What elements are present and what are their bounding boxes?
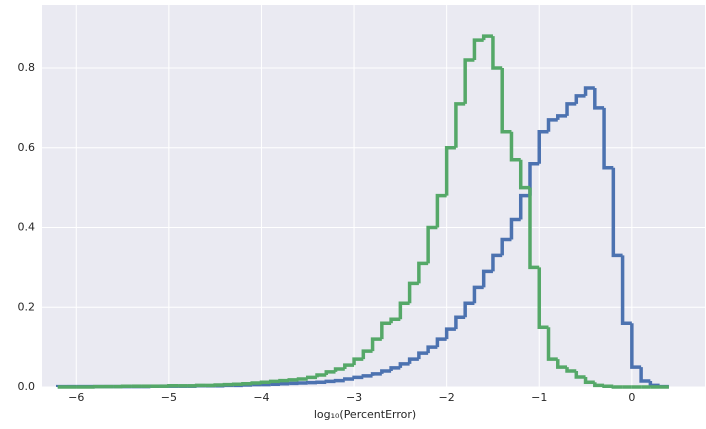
x-axis-label: log₁₀(PercentError) [314,408,416,421]
histogram-step [481,269,493,288]
histogram-step [259,380,271,384]
plot-area [42,5,705,387]
histogram-step [333,367,345,372]
histogram-step [518,193,530,220]
x-tick-label: −1 [531,391,547,404]
histogram-step [509,217,521,240]
histogram-step [296,377,308,381]
histogram-step [574,94,586,104]
y-tick-label: 0.6 [18,141,36,154]
histogram-step [593,87,605,110]
histogram-step [268,379,280,384]
histogram-step [324,370,336,376]
histogram-step [546,118,558,132]
histogram-step [444,146,456,196]
histogram-step [611,167,623,258]
y-tick-label: 0.8 [18,61,36,74]
x-tick-label: −3 [346,391,362,404]
histogram-step [287,378,299,382]
histogram-step [407,281,419,304]
histogram-step [556,114,568,120]
histogram-step [370,337,382,352]
y-tick-label: 0.2 [18,300,36,313]
histogram-step [343,377,355,381]
histogram-step [556,359,568,369]
histogram-step [565,102,577,116]
histogram-step [426,345,438,354]
histogram-step [278,378,290,383]
histogram-step [500,68,512,134]
histogram-step [454,102,466,148]
histogram-step [417,351,429,360]
histogram-step [398,362,410,368]
histogram-step [620,255,632,325]
histogram-step [565,367,577,373]
histogram-step [361,374,373,378]
histogram-step [528,161,540,196]
histogram-step [389,366,401,372]
histogram-step [472,38,484,61]
y-tick-label: 0.4 [18,221,36,234]
y-tick-label: 0.0 [18,380,36,393]
histogram-step [435,337,447,348]
histogram-step [250,381,262,385]
x-tick-label: −2 [439,391,455,404]
x-tick-label: −5 [161,391,177,404]
histogram-step [398,301,410,320]
histogram-step [472,285,484,304]
histogram-step [426,225,438,264]
histogram-step [593,382,605,388]
histogram-step [352,375,364,380]
histogram-step [454,315,466,330]
histogram-step [370,372,382,376]
histogram-step [306,375,318,380]
histogram-step [611,385,623,389]
histogram-step [333,378,345,383]
histogram-step [407,357,419,364]
histogram-step [583,377,595,384]
histogram-step [389,317,401,324]
histogram-step [574,371,586,379]
histogram-step [444,327,456,340]
histogram-step [537,130,549,164]
histogram-step [630,323,642,369]
histogram-step [602,384,614,388]
histogram-step [343,363,355,370]
histogram-step [417,261,429,284]
histogram-step [463,301,475,318]
histogram-step [546,327,558,361]
histogram-step [352,357,364,366]
histogram-step [380,369,392,374]
x-tick-label: 0 [628,391,635,404]
histogram-step [583,86,595,96]
histogram-step [537,267,549,329]
histogram-step [491,36,503,70]
histogram-step [481,34,493,41]
histogram-step [361,349,373,360]
histogram-step [463,58,475,104]
x-tick-label: −4 [253,391,269,404]
histogram-step [491,253,503,272]
histogram-step [639,367,651,383]
histogram-step [500,237,512,256]
histogram-step [380,321,392,340]
histogram-step [324,379,336,384]
histogram-step [315,373,327,378]
histogram-step [518,159,530,190]
histogram-step [435,193,447,228]
histogram-step [602,107,614,170]
histogram-step [528,187,540,270]
x-tick-label: −6 [68,391,84,404]
histogram-step [509,131,521,162]
